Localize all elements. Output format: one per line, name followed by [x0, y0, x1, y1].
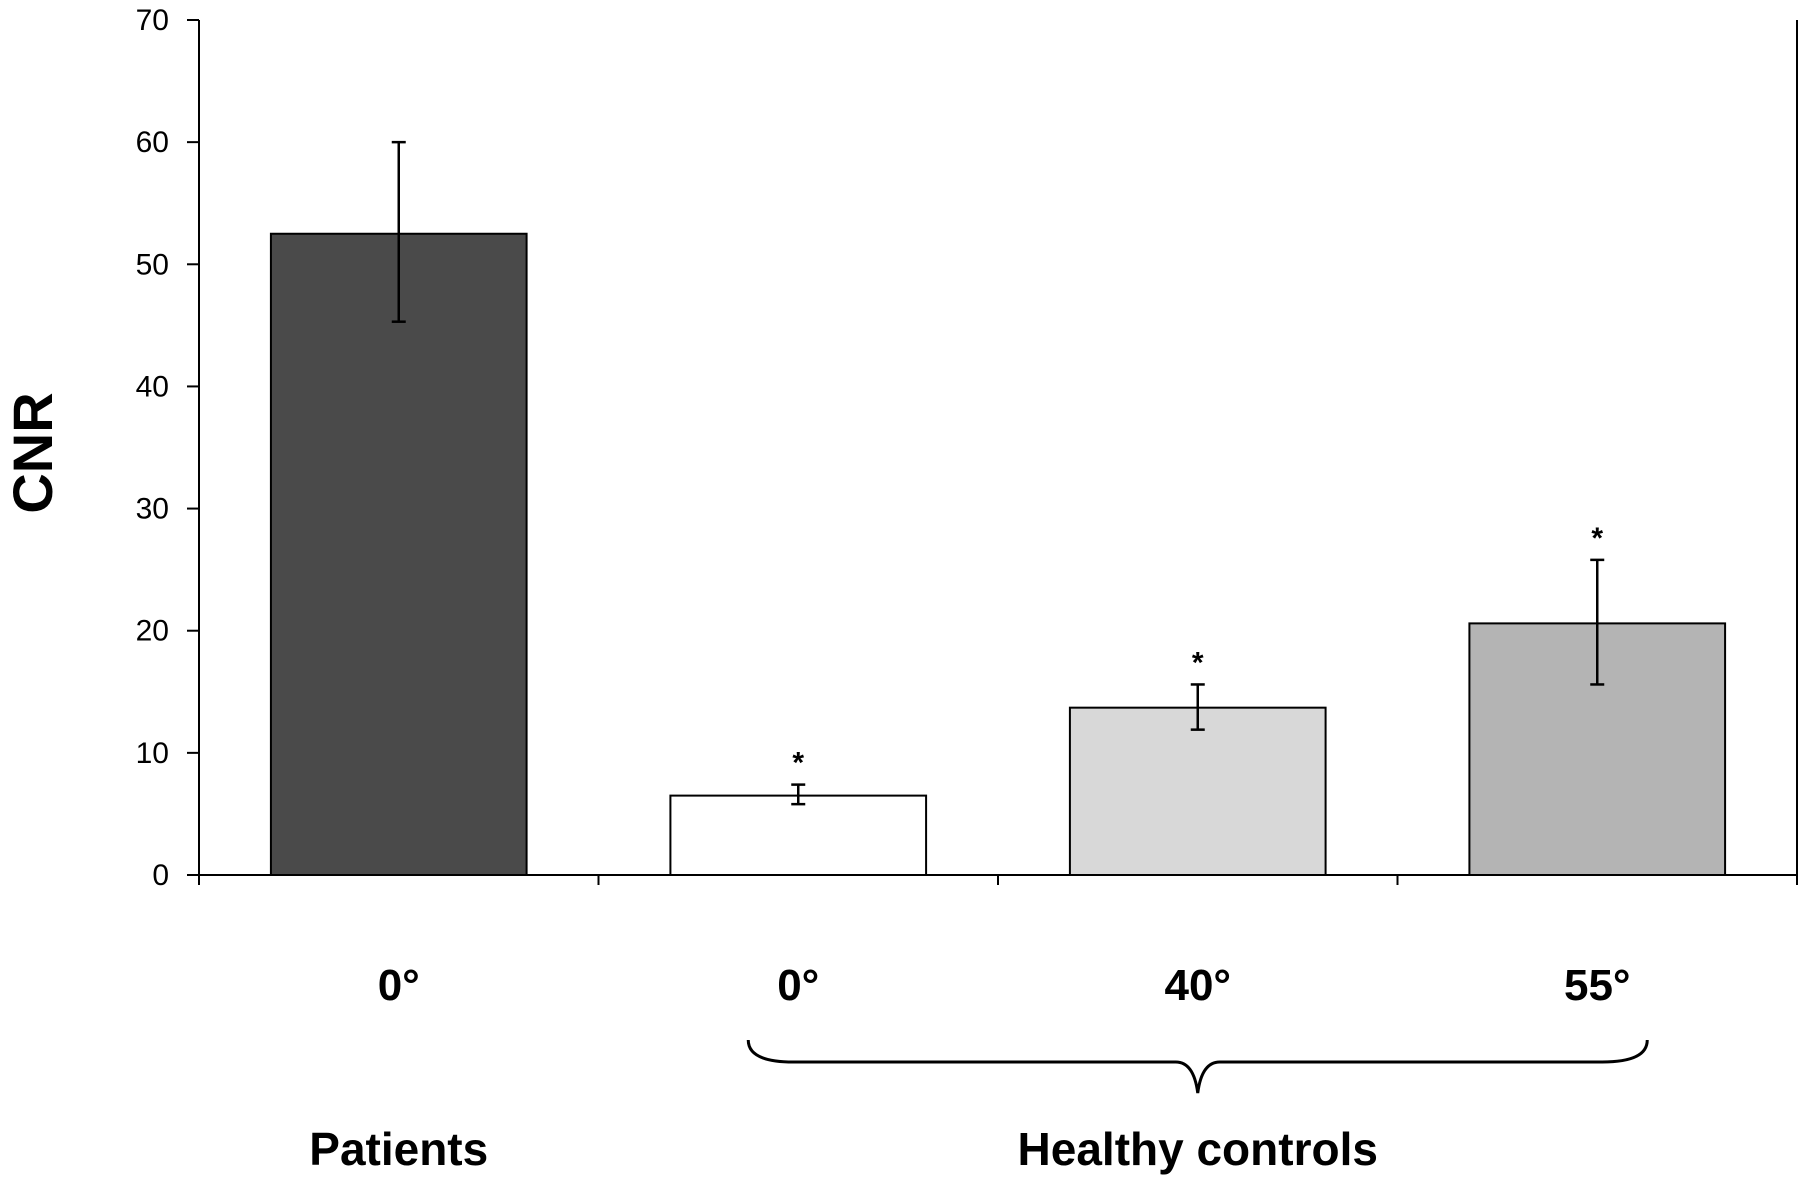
category-labels: 0° 0° 40° 55° [378, 961, 1631, 1010]
y-tick-label: 50 [136, 248, 169, 281]
significance-markers: * * * [792, 522, 1603, 780]
group-labels: Patients Healthy controls [309, 1039, 1649, 1175]
group-label: Healthy controls [1018, 1123, 1378, 1175]
y-axis-title: CNR [1, 392, 64, 513]
y-tick-label: 60 [136, 126, 169, 159]
category-label: 0° [777, 961, 819, 1010]
error-bars [391, 140, 1605, 806]
y-tick-label: 70 [136, 4, 169, 37]
group-label: Patients [309, 1123, 488, 1175]
category-label: 0° [378, 961, 420, 1010]
y-tick-label: 20 [136, 615, 169, 648]
category-label: 55° [1564, 961, 1631, 1010]
bar [669, 794, 928, 876]
significance-star: * [1591, 522, 1603, 555]
group-brace [746, 1039, 1649, 1094]
bar [269, 232, 528, 876]
category-label: 40° [1164, 961, 1231, 1010]
bars [269, 232, 1727, 877]
y-tick-label: 10 [136, 737, 169, 770]
y-tick-label: 40 [136, 370, 169, 403]
y-tick-label: 30 [136, 493, 169, 526]
significance-star: * [1192, 646, 1204, 679]
bar [1068, 706, 1327, 877]
significance-star: * [792, 747, 804, 780]
y-tick-label: 0 [152, 859, 169, 892]
